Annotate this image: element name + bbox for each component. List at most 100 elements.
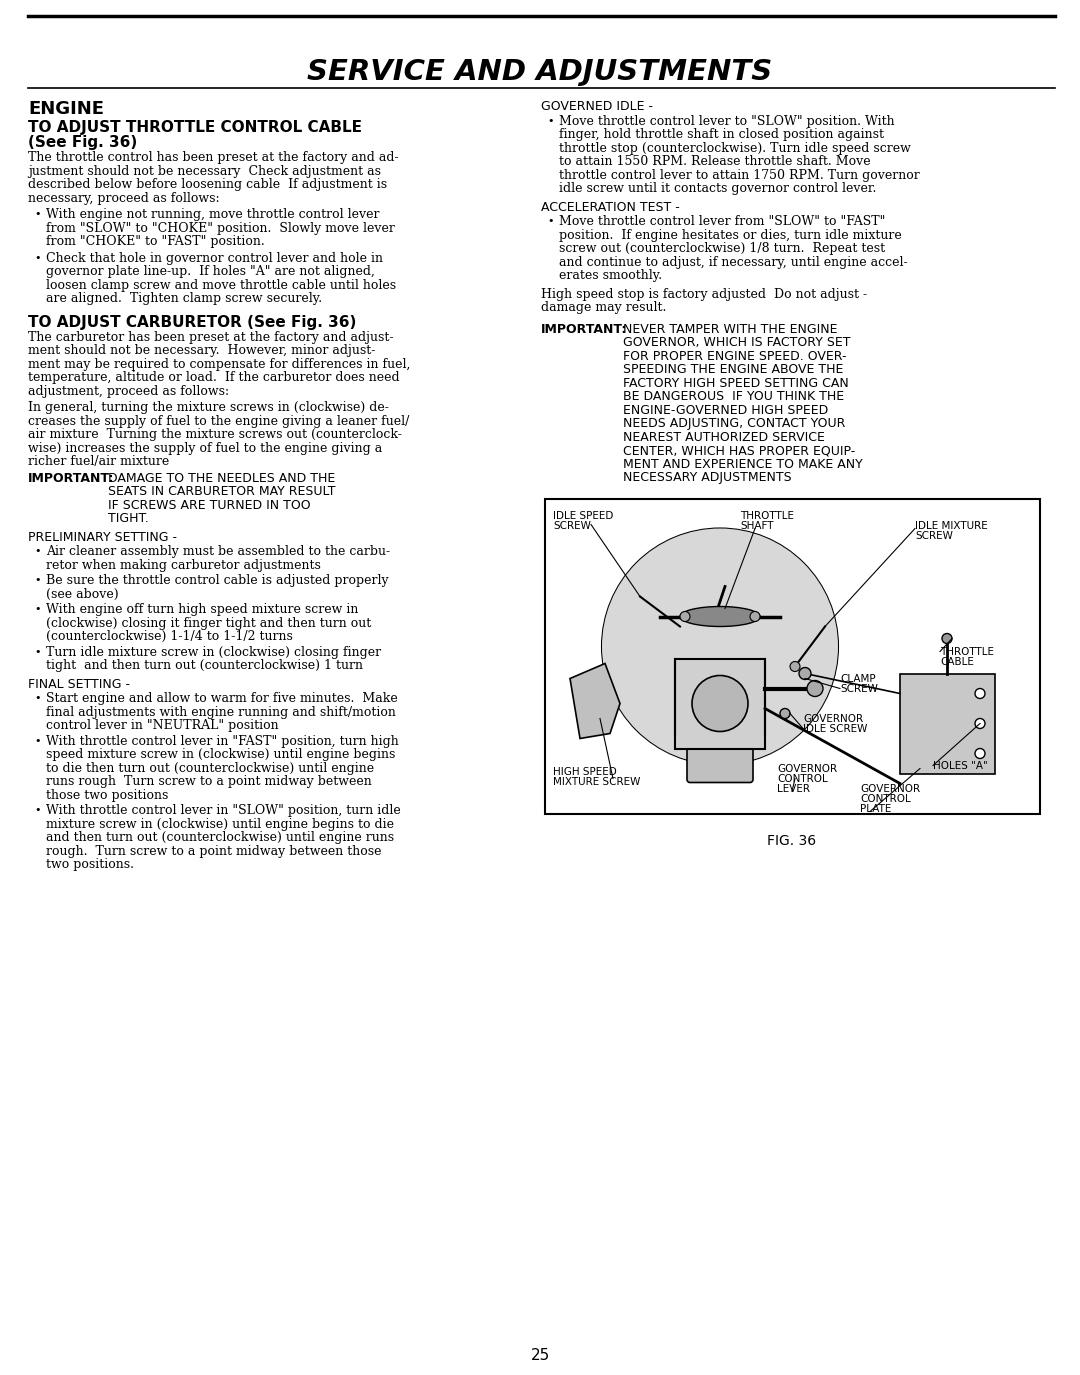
Text: SCREW: SCREW <box>915 531 953 540</box>
Text: THROTTLE: THROTTLE <box>740 510 794 521</box>
Circle shape <box>780 708 789 719</box>
Text: PRELIMINARY SETTING -: PRELIMINARY SETTING - <box>28 531 177 543</box>
Text: those two positions: those two positions <box>46 788 168 802</box>
Text: governor plate line-up.  If holes "A" are not aligned,: governor plate line-up. If holes "A" are… <box>46 265 375 278</box>
Text: •: • <box>546 216 554 226</box>
Text: •: • <box>33 546 41 556</box>
Circle shape <box>680 612 690 622</box>
Text: •: • <box>33 646 41 656</box>
Text: SHAFT: SHAFT <box>740 521 773 531</box>
Text: 25: 25 <box>530 1348 550 1363</box>
Text: •: • <box>546 116 554 125</box>
Text: IDLE SPEED: IDLE SPEED <box>553 510 613 521</box>
Circle shape <box>789 661 800 671</box>
Text: NEAREST AUTHORIZED SERVICE: NEAREST AUTHORIZED SERVICE <box>623 430 825 444</box>
Text: to attain 1550 RPM. Release throttle shaft. Move: to attain 1550 RPM. Release throttle sha… <box>559 155 870 168</box>
Text: IMPORTANT:: IMPORTANT: <box>541 323 627 336</box>
Text: justment should not be necessary  Check adjustment as: justment should not be necessary Check a… <box>28 165 381 177</box>
Text: Move throttle control lever from "SLOW" to "FAST": Move throttle control lever from "SLOW" … <box>559 214 886 228</box>
Text: LEVER: LEVER <box>777 784 810 793</box>
FancyBboxPatch shape <box>675 659 765 748</box>
Text: screw out (counterclockwise) 1/8 turn.  Repeat test: screw out (counterclockwise) 1/8 turn. R… <box>559 242 886 254</box>
Text: loosen clamp screw and move throttle cable until holes: loosen clamp screw and move throttle cab… <box>46 279 396 292</box>
Text: retor when making carburetor adjustments: retor when making carburetor adjustments <box>46 558 321 572</box>
Text: final adjustments with engine running and shift/motion: final adjustments with engine running an… <box>46 705 396 719</box>
Circle shape <box>799 667 811 679</box>
Text: finger, hold throttle shaft in closed position against: finger, hold throttle shaft in closed po… <box>559 128 885 142</box>
Text: MIXTURE SCREW: MIXTURE SCREW <box>553 777 640 786</box>
Text: Turn idle mixture screw in (clockwise) closing finger: Turn idle mixture screw in (clockwise) c… <box>46 645 381 659</box>
Text: ENGINE-GOVERNED HIGH SPEED: ENGINE-GOVERNED HIGH SPEED <box>623 403 828 417</box>
Text: damage may result.: damage may result. <box>541 301 666 314</box>
Text: MENT AND EXPERIENCE TO MAKE ANY: MENT AND EXPERIENCE TO MAKE ANY <box>623 458 863 470</box>
Text: GOVERNED IDLE -: GOVERNED IDLE - <box>541 100 653 113</box>
Text: from "CHOKE" to "FAST" position.: from "CHOKE" to "FAST" position. <box>46 235 265 248</box>
Text: •: • <box>33 253 41 263</box>
Text: rough.  Turn screw to a point midway between those: rough. Turn screw to a point midway betw… <box>46 844 381 858</box>
Text: GOVERNOR: GOVERNOR <box>777 763 837 774</box>
Text: and continue to adjust, if necessary, until engine accel-: and continue to adjust, if necessary, un… <box>559 256 907 268</box>
Text: FINAL SETTING -: FINAL SETTING - <box>28 678 130 690</box>
Text: and then turn out (counterclockwise) until engine runs: and then turn out (counterclockwise) unt… <box>46 830 394 844</box>
Text: DAMAGE TO THE NEEDLES AND THE: DAMAGE TO THE NEEDLES AND THE <box>108 472 335 484</box>
Text: The throttle control has been preset at the factory and ad-: The throttle control has been preset at … <box>28 151 399 164</box>
Text: runs rough  Turn screw to a point midway between: runs rough Turn screw to a point midway … <box>46 775 372 788</box>
Text: adjustment, proceed as follows:: adjustment, proceed as follows: <box>28 385 229 397</box>
Text: FACTORY HIGH SPEED SETTING CAN: FACTORY HIGH SPEED SETTING CAN <box>623 377 849 389</box>
Text: The carburetor has been preset at the factory and adjust-: The carburetor has been preset at the fa… <box>28 330 393 344</box>
Circle shape <box>750 612 760 622</box>
Text: (counterclockwise) 1-1/4 to 1-1/2 turns: (counterclockwise) 1-1/4 to 1-1/2 turns <box>46 630 293 644</box>
Text: CLAMP: CLAMP <box>840 674 876 683</box>
Text: CONTROL: CONTROL <box>777 774 827 784</box>
Text: •: • <box>33 604 41 615</box>
Text: TO ADJUST CARBURETOR (See Fig. 36): TO ADJUST CARBURETOR (See Fig. 36) <box>28 315 356 330</box>
Text: idle screw until it contacts governor control lever.: idle screw until it contacts governor co… <box>559 182 876 195</box>
Text: High speed stop is factory adjusted  Do not adjust -: High speed stop is factory adjusted Do n… <box>541 287 867 301</box>
Text: SPEEDING THE ENGINE ABOVE THE: SPEEDING THE ENGINE ABOVE THE <box>623 363 843 375</box>
Text: IMPORTANT:: IMPORTANT: <box>28 472 114 484</box>
Text: HIGH SPEED: HIGH SPEED <box>553 766 617 777</box>
Text: IDLE SCREW: IDLE SCREW <box>804 723 867 733</box>
Text: Air cleaner assembly must be assembled to the carbu-: Air cleaner assembly must be assembled t… <box>46 544 390 558</box>
Text: (see above): (see above) <box>46 587 119 601</box>
Text: to die then turn out (counterclockwise) until engine: to die then turn out (counterclockwise) … <box>46 762 374 774</box>
Text: PLATE: PLATE <box>860 803 891 814</box>
Text: from "SLOW" to "CHOKE" position.  Slowly move lever: from "SLOW" to "CHOKE" position. Slowly … <box>46 221 395 235</box>
Text: GOVERNOR: GOVERNOR <box>804 714 863 723</box>
Text: FIG. 36: FIG. 36 <box>768 833 816 847</box>
Text: ACCELERATION TEST -: ACCELERATION TEST - <box>541 201 679 213</box>
Text: wise) increases the supply of fuel to the engine giving a: wise) increases the supply of fuel to th… <box>28 441 382 455</box>
Text: With engine not running, move throttle control lever: With engine not running, move throttle c… <box>46 208 379 221</box>
Text: CENTER, WHICH HAS PROPER EQUIP-: CENTER, WHICH HAS PROPER EQUIP- <box>623 444 855 456</box>
Text: creases the supply of fuel to the engine giving a leaner fuel/: creases the supply of fuel to the engine… <box>28 414 409 428</box>
Text: With throttle control lever in "FAST" position, turn high: With throttle control lever in "FAST" po… <box>46 734 399 748</box>
Text: Start engine and allow to warm for five minutes.  Make: Start engine and allow to warm for five … <box>46 692 397 705</box>
Text: CABLE: CABLE <box>940 656 974 667</box>
Text: richer fuel/air mixture: richer fuel/air mixture <box>28 455 170 468</box>
Text: TO ADJUST THROTTLE CONTROL CABLE: TO ADJUST THROTTLE CONTROL CABLE <box>28 120 362 135</box>
Text: In general, turning the mixture screws in (clockwise) de-: In general, turning the mixture screws i… <box>28 402 389 414</box>
Text: throttle control lever to attain 1750 RPM. Turn governor: throttle control lever to attain 1750 RP… <box>559 169 920 182</box>
Text: Move throttle control lever to "SLOW" position. With: Move throttle control lever to "SLOW" po… <box>559 114 894 128</box>
Text: SERVICE AND ADJUSTMENTS: SERVICE AND ADJUSTMENTS <box>308 58 772 87</box>
Text: HOLES "A": HOLES "A" <box>933 760 988 770</box>
Text: position.  If engine hesitates or dies, turn idle mixture: position. If engine hesitates or dies, t… <box>559 228 902 242</box>
Bar <box>545 499 1040 814</box>
Text: Check that hole in governor control lever and hole in: Check that hole in governor control leve… <box>46 252 383 264</box>
Text: erates smoothly.: erates smoothly. <box>559 270 662 282</box>
Text: mixture screw in (clockwise) until engine begins to die: mixture screw in (clockwise) until engin… <box>46 818 394 830</box>
Text: •: • <box>33 693 41 703</box>
Text: speed mixture screw in (clockwise) until engine begins: speed mixture screw in (clockwise) until… <box>46 748 395 760</box>
Text: ENGINE: ENGINE <box>28 100 104 118</box>
Ellipse shape <box>680 606 760 627</box>
Text: CONTROL: CONTROL <box>860 793 910 803</box>
Text: throttle stop (counterclockwise). Turn idle speed screw: throttle stop (counterclockwise). Turn i… <box>559 142 910 154</box>
Text: SCREW: SCREW <box>553 521 591 531</box>
Circle shape <box>602 528 838 764</box>
Text: (See Fig. 36): (See Fig. 36) <box>28 135 137 150</box>
Text: •: • <box>33 209 41 219</box>
Text: air mixture  Turning the mixture screws out (counterclock-: air mixture Turning the mixture screws o… <box>28 428 402 441</box>
Text: With engine off turn high speed mixture screw in: With engine off turn high speed mixture … <box>46 604 359 616</box>
Text: IF SCREWS ARE TURNED IN TOO: IF SCREWS ARE TURNED IN TOO <box>108 499 311 512</box>
Text: are aligned.  Tighten clamp screw securely.: are aligned. Tighten clamp screw securel… <box>46 292 322 305</box>
